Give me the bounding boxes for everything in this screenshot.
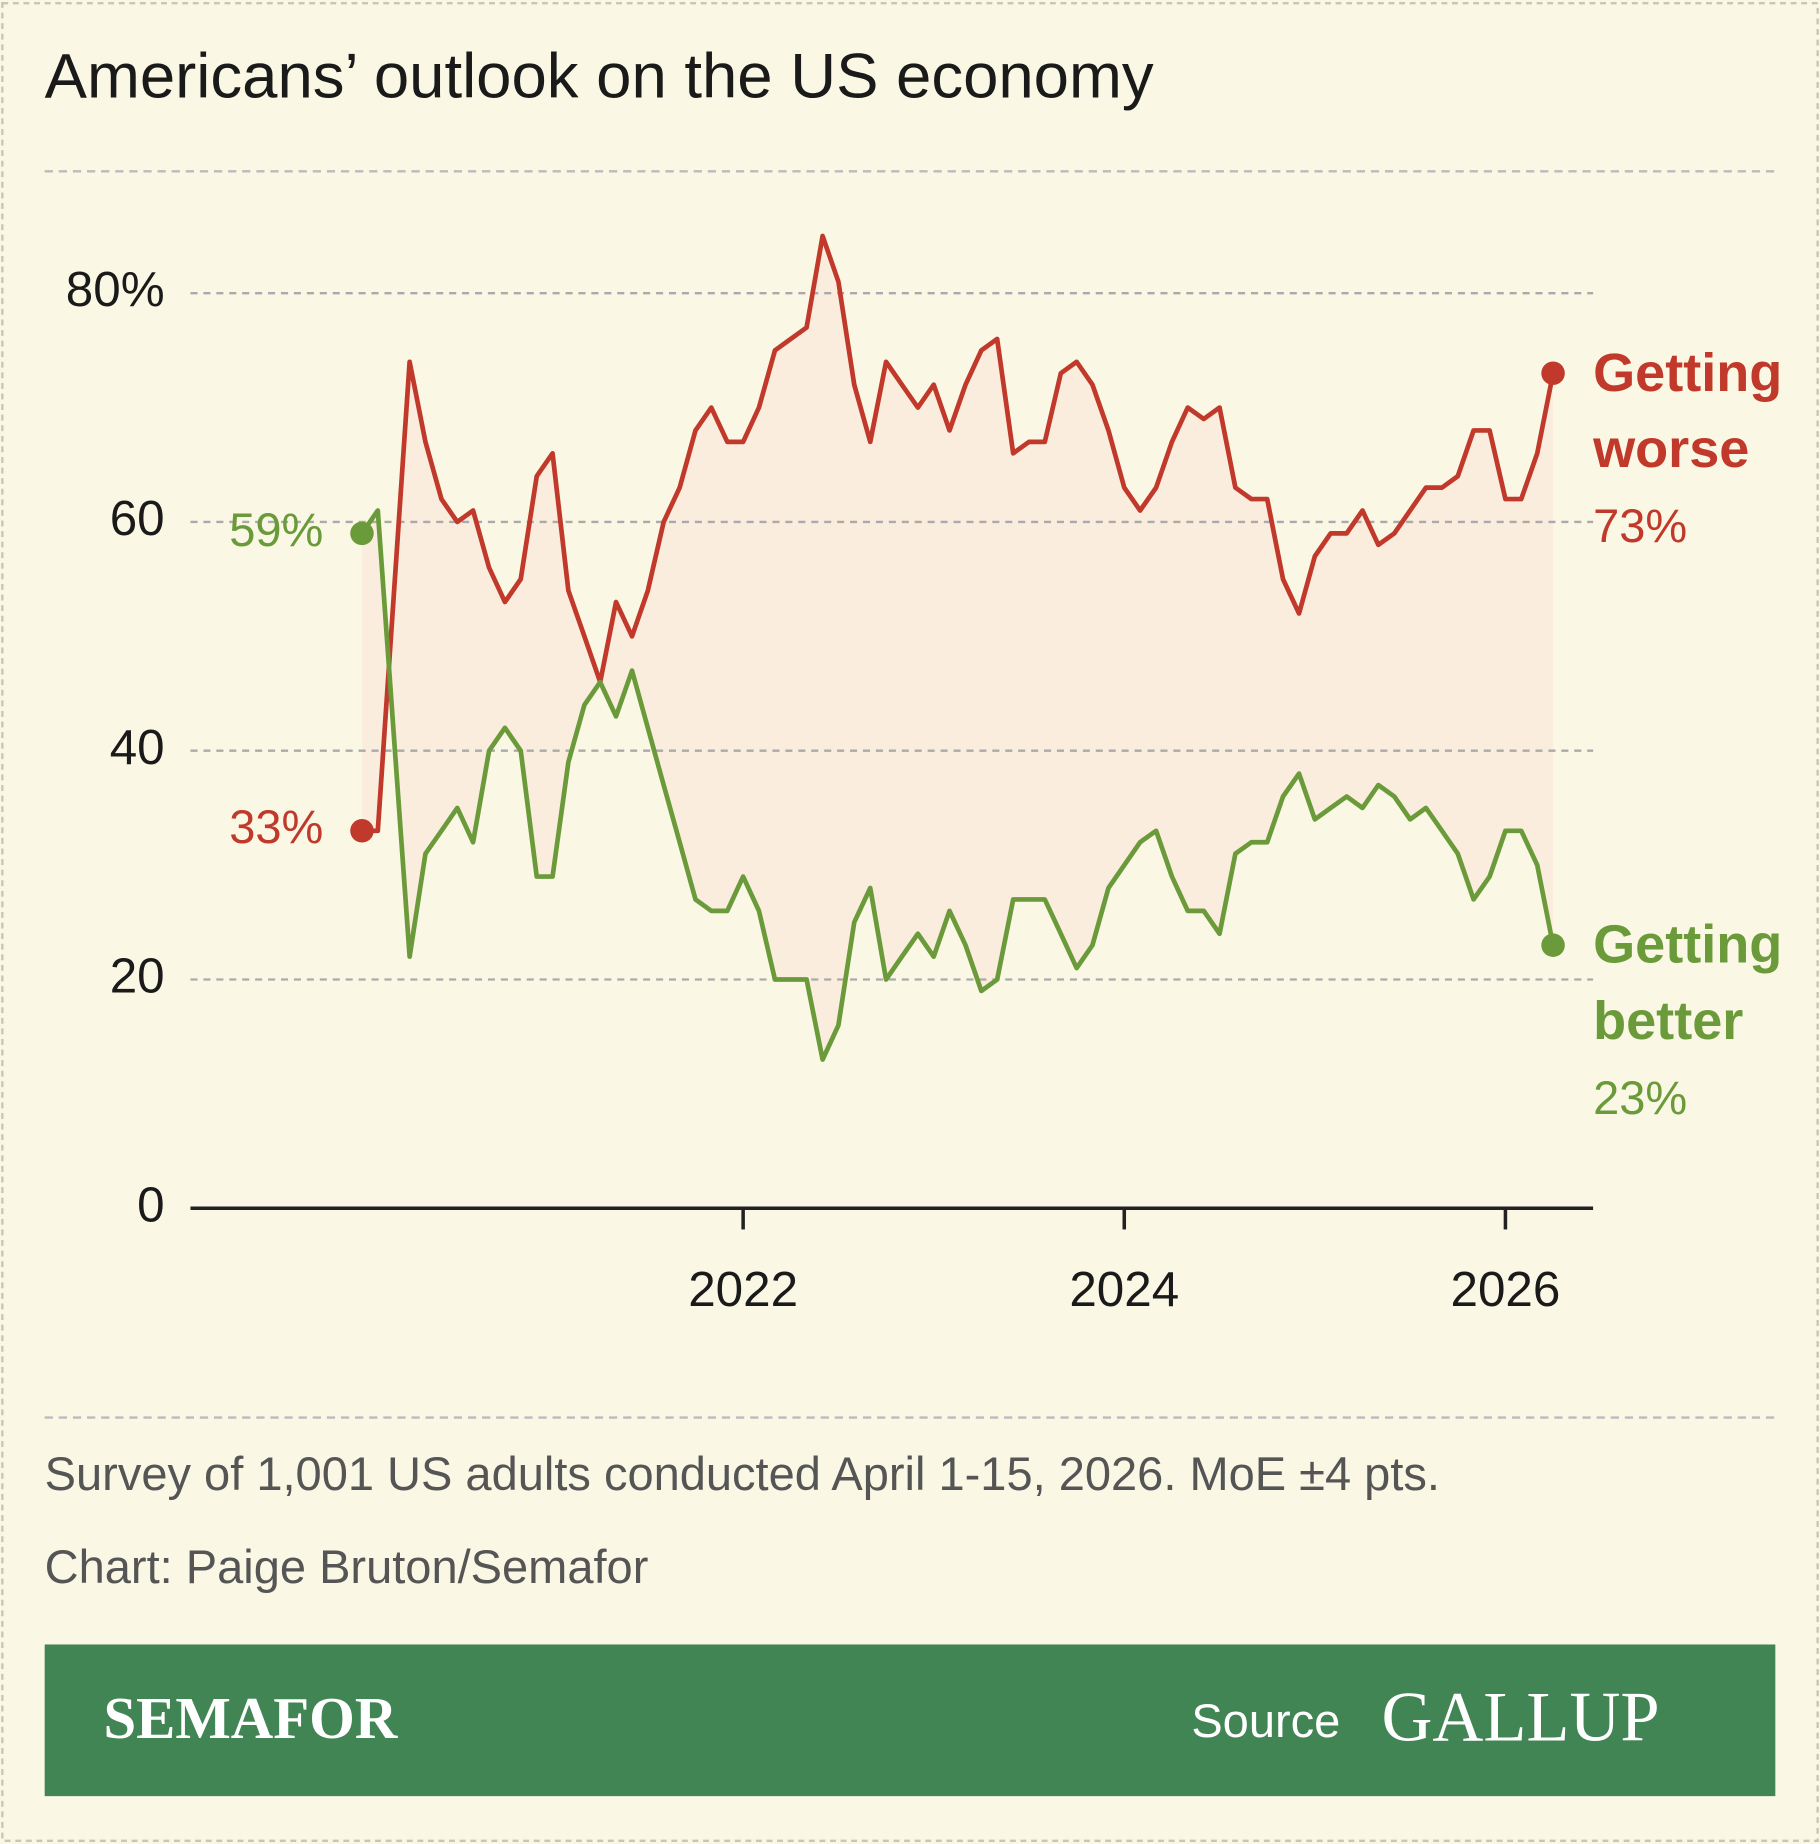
series-label: Getting better xyxy=(1593,915,1782,1051)
value-label: 59% xyxy=(229,503,323,556)
gap-band xyxy=(361,235,1554,1060)
credit: Chart: Paige Bruton/Semafor xyxy=(45,1540,649,1593)
x-tick-label: 2024 xyxy=(1069,1262,1179,1317)
source: GALLUP xyxy=(1381,1679,1659,1757)
value-label: 73% xyxy=(1593,499,1687,552)
value-label: 23% xyxy=(1593,1071,1687,1124)
series-label: Getting worse xyxy=(1592,343,1782,479)
series-line xyxy=(360,508,1556,1062)
value-label: 33% xyxy=(229,800,323,853)
y-tick-label: 80% xyxy=(66,262,165,317)
y-tick-label: 60 xyxy=(110,491,165,546)
chart-title: Americans’ outlook on the US economy xyxy=(45,42,1154,112)
brand: SEMAFOR xyxy=(103,1686,397,1751)
end-point xyxy=(350,819,374,843)
end-point xyxy=(1541,361,1565,385)
end-point xyxy=(350,521,374,546)
note: Survey of 1,001 US adults conducted Apri… xyxy=(45,1447,1440,1500)
footer-bar xyxy=(44,1644,1776,1797)
series-line xyxy=(361,233,1556,834)
y-tick-label: 0 xyxy=(137,1177,164,1232)
source-label: Source xyxy=(1191,1694,1340,1747)
x-tick-label: 2022 xyxy=(688,1262,798,1317)
y-tick-label: 20 xyxy=(110,949,165,1004)
x-tick-label: 2026 xyxy=(1451,1262,1561,1317)
y-tick-label: 40 xyxy=(110,720,165,775)
end-point xyxy=(1541,933,1565,957)
